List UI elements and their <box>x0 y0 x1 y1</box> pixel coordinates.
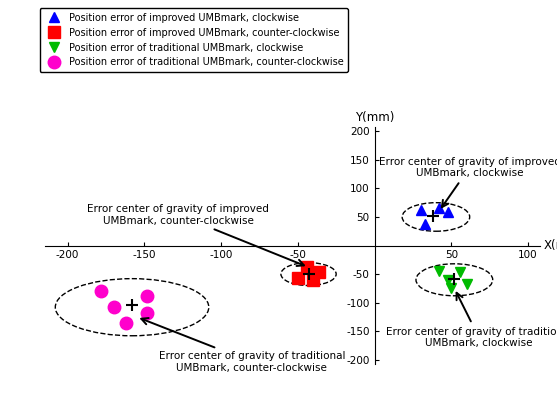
Position error of traditional UMBmark, counter-clockwise <box>144 310 151 315</box>
Position error of traditional UMBmark, counter-clockwise <box>144 293 151 298</box>
Text: Y(mm): Y(mm) <box>355 111 394 124</box>
Text: X(mm): X(mm) <box>544 239 557 252</box>
Position error of traditional UMBmark, clockwise <box>463 282 470 287</box>
Position error of traditional UMBmark, clockwise <box>436 268 442 273</box>
Position error of improved UMBmark, counter-clockwise <box>310 278 316 282</box>
Position error of traditional UMBmark, clockwise <box>457 270 464 275</box>
Position error of traditional UMBmark, counter-clockwise <box>110 305 117 310</box>
Text: Error center of gravity of improved
UMBmark, counter-clockwise: Error center of gravity of improved UMBm… <box>87 204 304 266</box>
Position error of improved UMBmark, clockwise <box>436 206 442 211</box>
Position error of improved UMBmark, clockwise <box>422 221 428 226</box>
Text: Error center of gravity of traditional
UMBmark, clockwise: Error center of gravity of traditional U… <box>385 293 557 348</box>
Position error of traditional UMBmark, clockwise <box>448 286 455 291</box>
Legend: Position error of improved UMBmark, clockwise, Position error of improved UMBmar: Position error of improved UMBmark, cloc… <box>40 8 348 72</box>
Position error of traditional UMBmark, counter-clockwise <box>123 320 129 325</box>
Line: Position error of traditional UMBmark, counter-clockwise: Position error of traditional UMBmark, c… <box>95 285 154 329</box>
Line: Position error of improved UMBmark, counter-clockwise: Position error of improved UMBmark, coun… <box>291 261 325 286</box>
Position error of improved UMBmark, clockwise <box>445 210 452 215</box>
Text: Error center of gravity of improved
UMBmark, clockwise: Error center of gravity of improved UMBm… <box>379 156 557 207</box>
Line: Position error of improved UMBmark, clockwise: Position error of improved UMBmark, cloc… <box>416 204 453 228</box>
Position error of improved UMBmark, counter-clockwise <box>316 269 323 274</box>
Position error of traditional UMBmark, clockwise <box>445 278 452 282</box>
Position error of improved UMBmark, clockwise <box>417 208 424 213</box>
Text: Error center of gravity of traditional
UMBmark, counter-clockwise: Error center of gravity of traditional U… <box>141 318 345 373</box>
Position error of improved UMBmark, counter-clockwise <box>295 275 301 280</box>
Position error of traditional UMBmark, counter-clockwise <box>98 289 105 293</box>
Line: Position error of traditional UMBmark, clockwise: Position error of traditional UMBmark, c… <box>434 266 471 293</box>
Position error of improved UMBmark, counter-clockwise <box>304 265 310 270</box>
